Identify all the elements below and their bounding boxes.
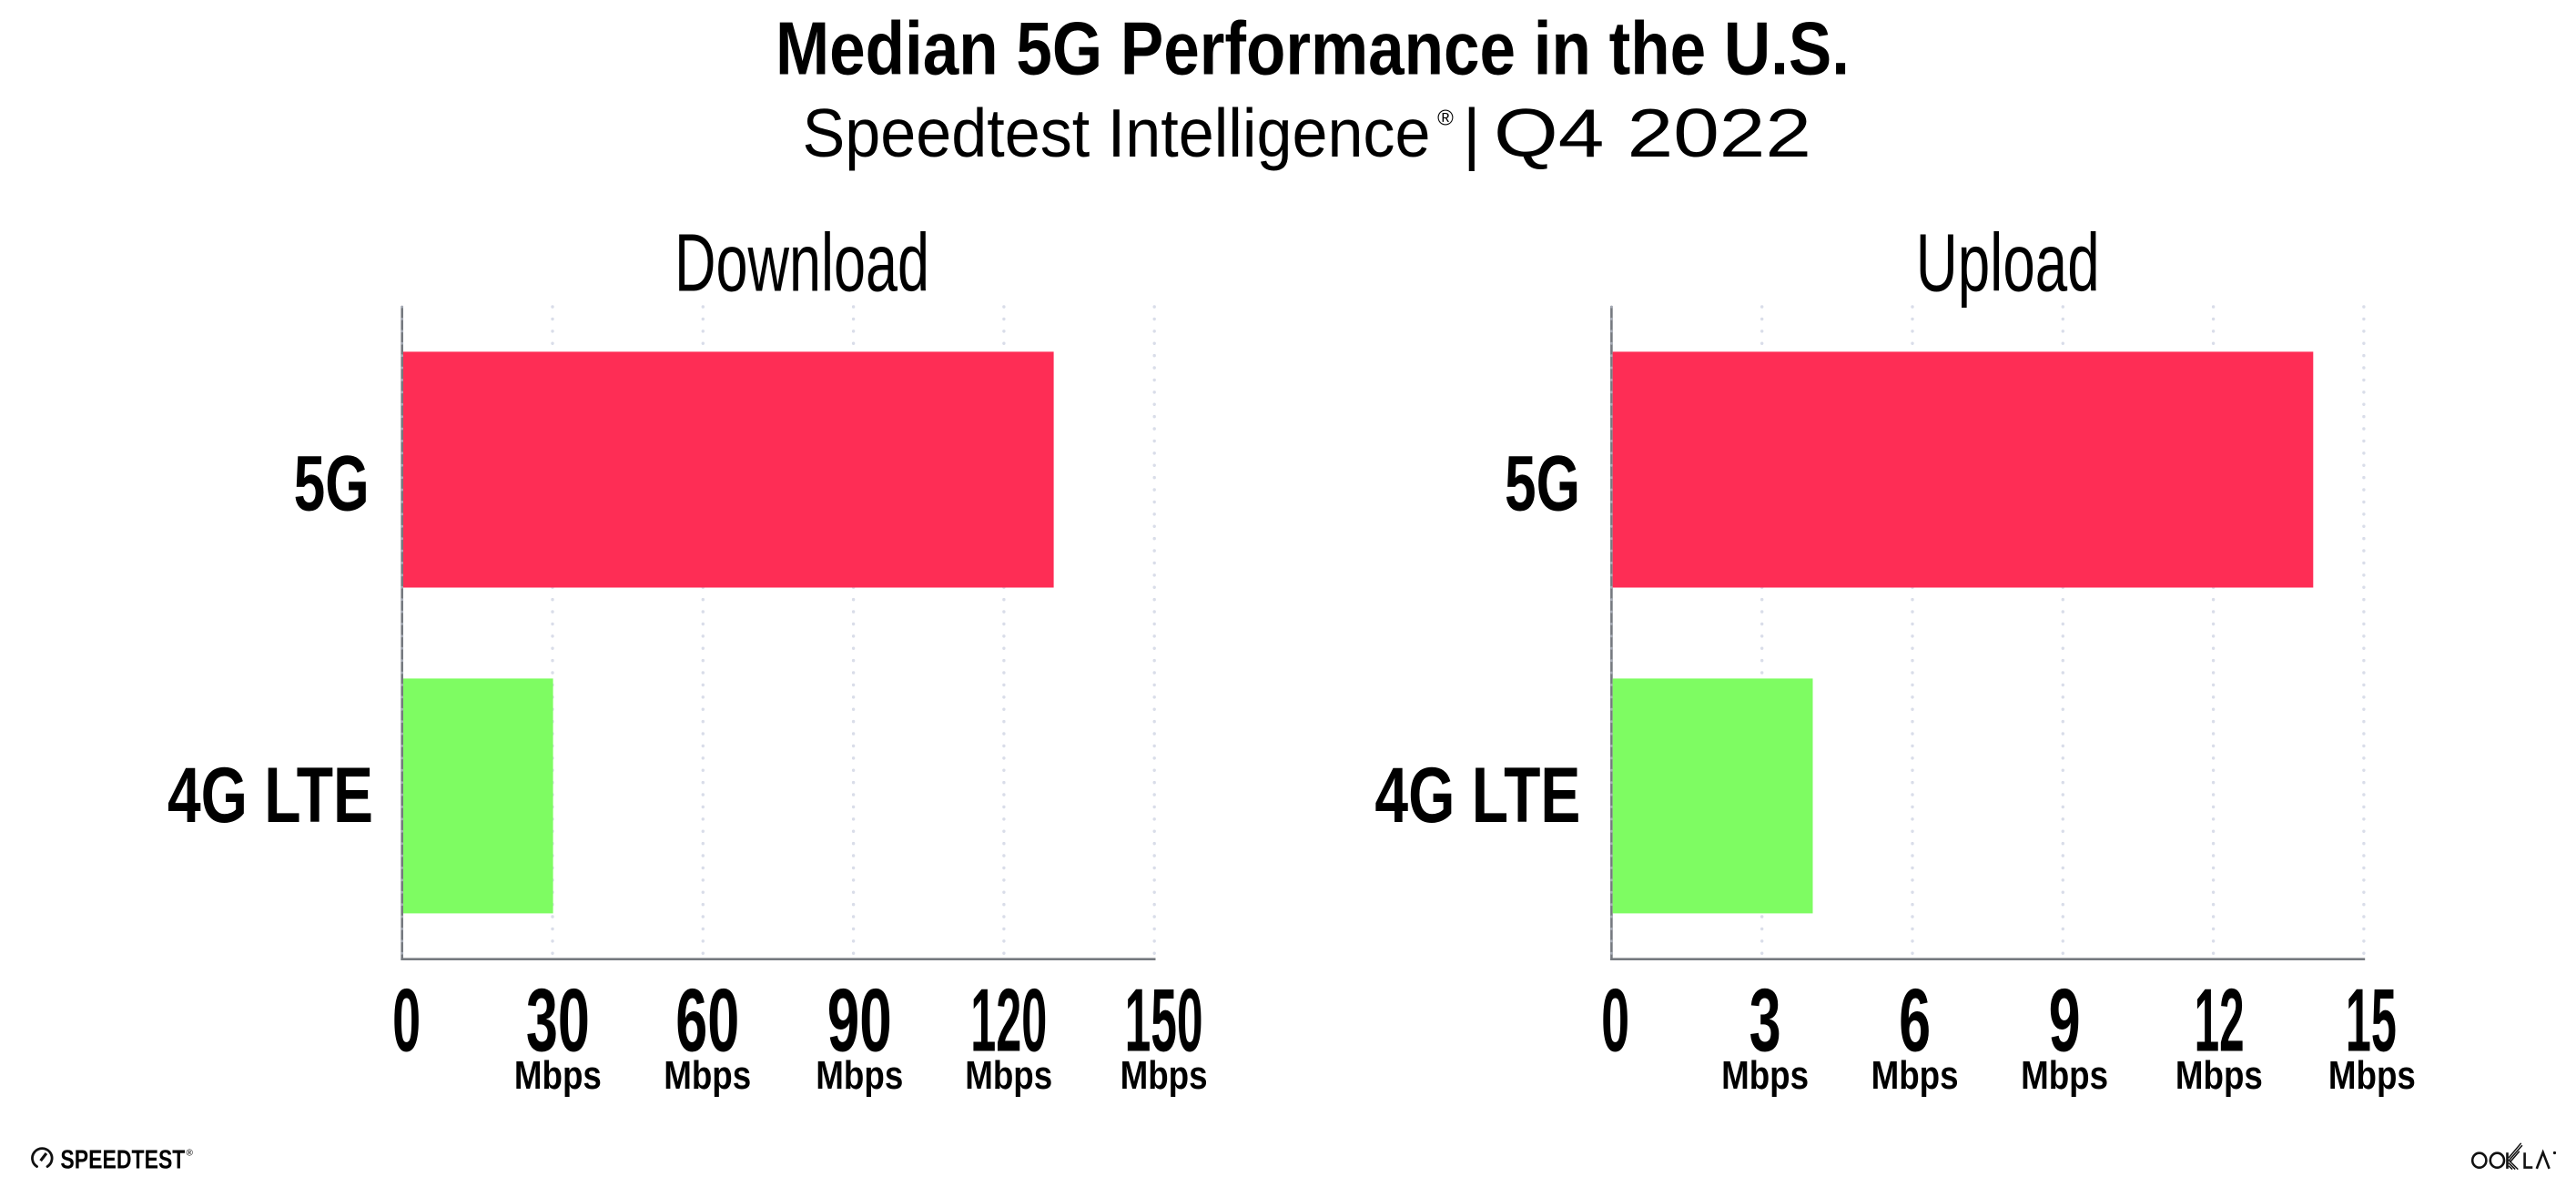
svg-text:Mbps: Mbps bbox=[1721, 1054, 1809, 1098]
svg-text:0: 0 bbox=[392, 970, 421, 1070]
svg-text:Mbps: Mbps bbox=[965, 1054, 1052, 1098]
svg-text:9: 9 bbox=[2049, 970, 2081, 1070]
svg-text:150: 150 bbox=[1125, 970, 1203, 1070]
svg-text:4G LTE: 4G LTE bbox=[167, 752, 373, 839]
svg-text:Mbps: Mbps bbox=[514, 1054, 602, 1098]
svg-text:0: 0 bbox=[1601, 970, 1629, 1070]
svg-text:Mbps: Mbps bbox=[2021, 1054, 2108, 1098]
svg-text:Q4 2022: Q4 2022 bbox=[1494, 95, 1811, 171]
svg-text:30: 30 bbox=[526, 970, 590, 1070]
svg-text:®: ® bbox=[187, 1149, 194, 1159]
svg-text:Mbps: Mbps bbox=[816, 1054, 903, 1098]
svg-text:12: 12 bbox=[2195, 970, 2245, 1070]
svg-text:3: 3 bbox=[1749, 970, 1781, 1070]
svg-text:SPEEDTEST: SPEEDTEST bbox=[60, 1146, 185, 1175]
svg-text:5G: 5G bbox=[1505, 441, 1580, 528]
svg-text:15: 15 bbox=[2346, 970, 2397, 1070]
svg-text:60: 60 bbox=[675, 970, 739, 1070]
svg-text:Mbps: Mbps bbox=[2175, 1054, 2263, 1098]
svg-text:6: 6 bbox=[1899, 970, 1931, 1070]
svg-text:Speedtest Intelligence: Speedtest Intelligence bbox=[803, 95, 1431, 171]
svg-text:90: 90 bbox=[827, 970, 892, 1070]
svg-text:5G: 5G bbox=[294, 441, 370, 528]
svg-text:Mbps: Mbps bbox=[2328, 1054, 2416, 1098]
svg-text:120: 120 bbox=[970, 970, 1047, 1070]
svg-text:Mbps: Mbps bbox=[664, 1054, 751, 1098]
svg-text:®: ® bbox=[1437, 107, 1454, 131]
svg-text:Mbps: Mbps bbox=[1121, 1054, 1208, 1098]
svg-text:Upload: Upload bbox=[1916, 218, 2100, 309]
svg-text:|: | bbox=[1463, 95, 1481, 171]
svg-text:4G LTE: 4G LTE bbox=[1374, 752, 1580, 839]
svg-text:Mbps: Mbps bbox=[1871, 1054, 1959, 1098]
svg-text:Median 5G Performance in the U: Median 5G Performance in the U.S. bbox=[776, 6, 1850, 91]
svg-text:Download: Download bbox=[674, 218, 929, 309]
